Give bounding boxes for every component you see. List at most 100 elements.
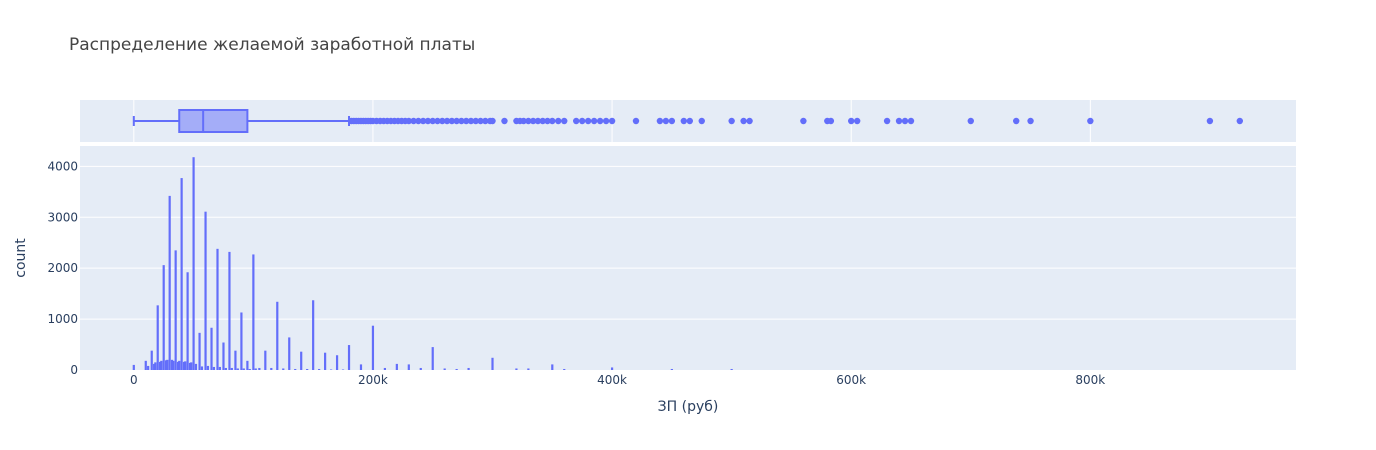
- outlier-point: [520, 117, 527, 125]
- histogram-bar: [335, 355, 339, 370]
- histogram-bar: [172, 360, 175, 370]
- histogram-bar: [419, 367, 422, 370]
- outlier-point: [967, 117, 974, 125]
- histogram-bar: [551, 364, 554, 370]
- histogram-bar: [188, 362, 192, 370]
- box-plot: [132, 109, 351, 133]
- histogram-bar: [254, 368, 257, 370]
- outlier-point: [419, 117, 427, 125]
- outlier-point: [584, 117, 592, 125]
- histogram-bar: [184, 361, 187, 370]
- y-tick-labels: 0 1000 2000 3000 4000: [47, 159, 78, 377]
- histogram-bar: [288, 337, 291, 370]
- outlier-point: [477, 117, 484, 125]
- histogram-bar: [242, 368, 245, 370]
- x-tick-labels: 0 200k 400k 600k 800k: [130, 373, 1105, 387]
- histogram-bar: [443, 368, 446, 370]
- histogram-bar: [236, 368, 239, 370]
- y-tick-label: 0: [70, 363, 78, 377]
- histogram-bar: [162, 265, 165, 370]
- outlier-point: [698, 117, 705, 125]
- outlier-point: [424, 117, 432, 125]
- outlier-point: [907, 117, 915, 125]
- outlier-point: [596, 117, 604, 125]
- histogram-bar: [176, 361, 180, 370]
- histogram-bar: [186, 272, 189, 370]
- outlier-point: [561, 117, 568, 125]
- histogram-bar: [248, 368, 251, 370]
- outlier-point: [827, 117, 835, 125]
- outlier-point: [602, 117, 610, 125]
- y-tick-label: 2000: [47, 261, 78, 275]
- outlier-point: [482, 117, 489, 125]
- histogram-bar: [212, 366, 216, 370]
- x-tick-label: 0: [130, 373, 138, 387]
- outlier-point: [489, 117, 496, 125]
- histogram-bar: [156, 305, 159, 370]
- outlier-point: [728, 117, 735, 125]
- histogram-bar: [294, 368, 297, 370]
- outlier-point: [895, 117, 903, 125]
- histogram-bar: [312, 300, 315, 370]
- y-gridlines: [80, 165, 1296, 320]
- outlier-point: [443, 117, 451, 125]
- histogram-bar: [170, 359, 174, 370]
- histogram-bar: [190, 362, 193, 370]
- histogram-bar: [200, 366, 204, 370]
- histogram-bar: [252, 254, 255, 370]
- outlier-point: [590, 117, 598, 125]
- histogram-bar: [234, 350, 237, 370]
- histogram-bar: [194, 363, 198, 370]
- histogram-bar: [341, 369, 345, 370]
- outlier-point: [453, 117, 460, 125]
- histogram-bar: [467, 367, 470, 370]
- histogram-bar: [198, 332, 201, 370]
- histogram-bar: [371, 325, 375, 370]
- histogram-bar: [168, 195, 171, 370]
- histogram-bar: [359, 364, 363, 370]
- outlier-point: [662, 117, 670, 125]
- outlier-point: [415, 117, 422, 125]
- histogram-bar: [318, 368, 321, 370]
- histogram-bar: [455, 368, 458, 370]
- histogram-bar: [563, 368, 566, 370]
- outlier-point: [800, 117, 807, 125]
- outlier-point: [746, 117, 753, 125]
- histogram-bar: [240, 312, 243, 370]
- histogram-bar: [491, 357, 494, 370]
- outlier-point: [529, 117, 537, 125]
- histogram-bar: [192, 157, 195, 370]
- histogram-bar: [228, 251, 231, 370]
- outlier-point: [573, 117, 580, 125]
- outlier-point: [901, 117, 909, 125]
- outlier-point: [578, 117, 586, 125]
- outlier-point: [1013, 117, 1020, 125]
- x-tick-label: 800k: [1075, 373, 1105, 387]
- histogram-bar: [527, 368, 530, 370]
- outlier-point: [853, 117, 861, 125]
- histogram-bar: [224, 367, 227, 370]
- y-tick-label: 1000: [47, 312, 78, 326]
- y-tick-label: 4000: [47, 159, 78, 173]
- outlier-point: [539, 117, 546, 125]
- outlier-point: [501, 117, 508, 125]
- histogram-bar: [204, 211, 207, 370]
- histogram-bar: [383, 367, 386, 370]
- histogram-bar: [282, 368, 285, 370]
- outlier-point: [555, 117, 562, 125]
- histogram-bar: [670, 368, 673, 370]
- outlier-point: [1236, 117, 1244, 125]
- histogram-bar: [324, 352, 327, 370]
- histogram-bar: [610, 367, 614, 370]
- histogram-bar: [218, 366, 221, 370]
- histogram-bar: [132, 364, 135, 370]
- outlier-point: [439, 117, 446, 125]
- outlier-point: [434, 117, 441, 125]
- outlier-point: [632, 117, 640, 125]
- outlier-point: [686, 117, 693, 125]
- histogram-bar: [166, 359, 169, 370]
- outlier-point: [740, 117, 747, 125]
- outlier-point: [656, 117, 664, 125]
- histogram-bar: [153, 363, 156, 370]
